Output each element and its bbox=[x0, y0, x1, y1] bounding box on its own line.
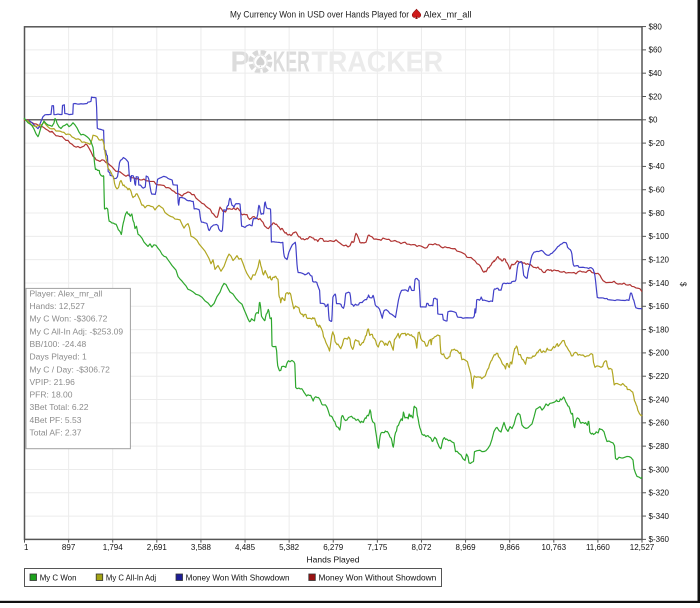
svg-text:P: P bbox=[231, 47, 250, 79]
svg-text:$80: $80 bbox=[649, 22, 663, 31]
svg-text:4Bet PF: 5.53: 4Bet PF: 5.53 bbox=[30, 415, 82, 425]
svg-text:$-80: $-80 bbox=[649, 209, 666, 218]
svg-text:My C All-In Adj: -$253.09: My C All-In Adj: -$253.09 bbox=[30, 326, 124, 336]
svg-text:BB/100: -24.48: BB/100: -24.48 bbox=[30, 339, 87, 349]
svg-text:$-200: $-200 bbox=[649, 349, 670, 358]
svg-text:$-240: $-240 bbox=[649, 395, 670, 404]
svg-text:8,969: 8,969 bbox=[456, 543, 477, 552]
svg-text:Money Won With Showdown: Money Won With Showdown bbox=[186, 574, 290, 583]
svg-text:$-280: $-280 bbox=[649, 442, 670, 451]
svg-text:$0: $0 bbox=[649, 116, 658, 125]
svg-text:$-220: $-220 bbox=[649, 372, 670, 381]
svg-text:1,794: 1,794 bbox=[103, 543, 124, 552]
svg-text:Player: Alex_mr_all: Player: Alex_mr_all bbox=[30, 288, 103, 298]
svg-text:3Bet Total: 6.22: 3Bet Total: 6.22 bbox=[30, 402, 89, 412]
svg-text:$: $ bbox=[679, 282, 688, 287]
svg-text:Total AF: 2.37: Total AF: 2.37 bbox=[30, 428, 82, 438]
svg-text:KER: KER bbox=[273, 47, 310, 79]
svg-text:3,588: 3,588 bbox=[191, 543, 212, 552]
svg-text:My C All-In Adj: My C All-In Adj bbox=[106, 574, 156, 583]
svg-text:$-340: $-340 bbox=[649, 512, 670, 521]
svg-text:4,485: 4,485 bbox=[235, 543, 256, 552]
svg-text:$-260: $-260 bbox=[649, 419, 670, 428]
svg-text:9,866: 9,866 bbox=[500, 543, 521, 552]
svg-text:$40: $40 bbox=[649, 69, 663, 78]
svg-text:$20: $20 bbox=[649, 92, 663, 101]
svg-text:My C Won: -$306.72: My C Won: -$306.72 bbox=[30, 314, 108, 324]
svg-text:Hands Played: Hands Played bbox=[307, 555, 360, 565]
svg-text:$-180: $-180 bbox=[649, 325, 670, 334]
svg-text:$-300: $-300 bbox=[649, 465, 670, 474]
svg-text:PFR: 18.00: PFR: 18.00 bbox=[30, 390, 73, 400]
svg-text:1: 1 bbox=[24, 543, 29, 552]
svg-text:VPIP: 21.96: VPIP: 21.96 bbox=[30, 377, 76, 387]
svg-text:Days Played: 1: Days Played: 1 bbox=[30, 352, 87, 362]
svg-text:$-120: $-120 bbox=[649, 255, 670, 264]
svg-text:$-160: $-160 bbox=[649, 302, 670, 311]
svg-text:$-40: $-40 bbox=[649, 162, 666, 171]
svg-text:10,763: 10,763 bbox=[542, 543, 567, 552]
svg-text:My C Won: My C Won bbox=[40, 574, 77, 583]
svg-text:11,660: 11,660 bbox=[586, 543, 610, 552]
svg-text:Money Won Without Showdown: Money Won Without Showdown bbox=[319, 574, 437, 583]
svg-text:6,279: 6,279 bbox=[323, 543, 344, 552]
svg-text:897: 897 bbox=[62, 543, 76, 552]
svg-text:Hands: 12,527: Hands: 12,527 bbox=[30, 301, 86, 311]
svg-text:$-20: $-20 bbox=[649, 139, 666, 148]
svg-text:My C / Day: -$306.72: My C / Day: -$306.72 bbox=[30, 364, 111, 374]
svg-text:2,691: 2,691 bbox=[147, 543, 168, 552]
svg-text:7,175: 7,175 bbox=[367, 543, 388, 552]
svg-text:$-320: $-320 bbox=[649, 489, 670, 498]
svg-text:8,072: 8,072 bbox=[411, 543, 432, 552]
svg-text:$-100: $-100 bbox=[649, 232, 670, 241]
svg-text:$60: $60 bbox=[649, 46, 663, 55]
svg-text:Alex_mr_all: Alex_mr_all bbox=[424, 9, 472, 19]
svg-text:12,527: 12,527 bbox=[630, 543, 655, 552]
svg-text:$-60: $-60 bbox=[649, 186, 666, 195]
svg-text:$-140: $-140 bbox=[649, 279, 670, 288]
svg-text:5,382: 5,382 bbox=[279, 543, 300, 552]
svg-text:My Currency Won in USD over Ha: My Currency Won in USD over Hands Played… bbox=[230, 9, 409, 19]
